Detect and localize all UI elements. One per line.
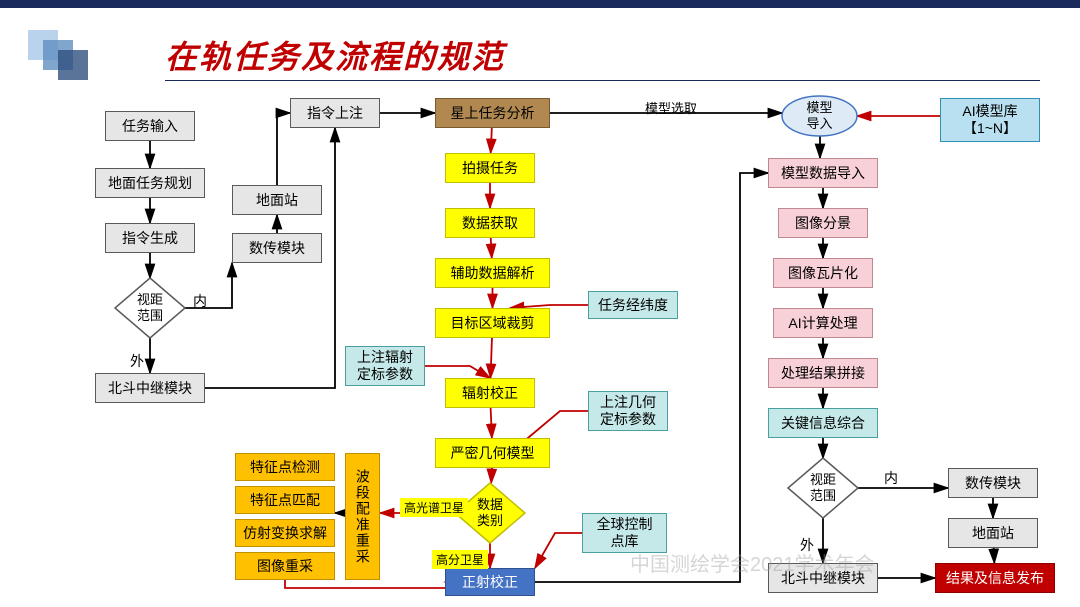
flow-node-n1: 任务输入 (105, 111, 195, 141)
flow-node-n25: 图像重采 (235, 552, 335, 580)
flow-node-n9: 星上任务分析 (435, 98, 550, 128)
flow-node-n4: 视距 范围 (115, 278, 185, 338)
edge-label: 外 (130, 351, 144, 371)
flow-node-n11: 数据获取 (445, 208, 535, 238)
watermark: 中国测绘学会2021学术年会 (630, 548, 875, 577)
flow-node-n12: 辅助数据解析 (435, 258, 550, 288)
flow-node-n33: 处理结果拼接 (768, 358, 878, 388)
flow-node-n6: 数传模块 (232, 233, 322, 263)
edge-label: 高光谱卫星 (400, 498, 468, 517)
flow-node-n14: 辐射校正 (445, 378, 535, 408)
flow-node-n29: 模型数据导入 (768, 158, 878, 188)
flow-node-n27: 模型 导入 (782, 96, 857, 136)
flow-node-n24: 仿射变换求解 (235, 519, 335, 547)
edge-label: 内 (193, 291, 207, 311)
flow-node-n15: 严密几何模型 (435, 438, 550, 468)
flow-node-n38: 地面站 (948, 518, 1038, 548)
flow-node-n22: 特征点检测 (235, 453, 335, 481)
flow-node-n20: 上注几何 定标参数 (588, 391, 668, 431)
edge-label: 高分卫星 (432, 550, 488, 569)
flow-node-n10: 拍摄任务 (445, 153, 535, 183)
flow-node-n30: 图像分景 (778, 208, 868, 238)
edge-label: 内 (884, 468, 898, 488)
flow-node-n5: 北斗中继模块 (95, 373, 205, 403)
flow-node-n13: 目标区域裁剪 (435, 308, 550, 338)
flow-node-n2: 地面任务规划 (95, 168, 205, 198)
flow-node-n31: 图像瓦片化 (773, 258, 873, 288)
flow-node-n19: 上注辐射 定标参数 (345, 346, 425, 386)
flow-node-n17: 正射校正 (445, 568, 535, 596)
flow-node-n23: 特征点匹配 (235, 486, 335, 514)
flow-node-n26: 波段配准重采 (345, 453, 380, 580)
flow-node-n21: 全球控制 点库 (582, 513, 667, 553)
flow-node-n39: 结果及信息发布 (935, 563, 1055, 593)
slide: 在轨任务及流程的规范 任务输入地面任务规划指令生成视距 范围北斗中继模块数传模块… (0, 0, 1080, 607)
flow-node-n28: AI模型库 【1~N】 (940, 98, 1040, 142)
flow-node-n18: 任务经纬度 (588, 291, 678, 319)
flow-node-n34: 关键信息综合 (768, 408, 878, 438)
flow-node-n3: 指令生成 (105, 223, 195, 253)
edge-label: 模型选取 (645, 98, 697, 117)
flow-node-n7: 地面站 (232, 185, 322, 215)
flow-node-n8: 指令上注 (290, 98, 380, 128)
flow-node-n37: 数传模块 (948, 468, 1038, 498)
flow-node-n35: 视距 范围 (788, 458, 858, 518)
flow-node-n32: AI计算处理 (773, 308, 873, 338)
